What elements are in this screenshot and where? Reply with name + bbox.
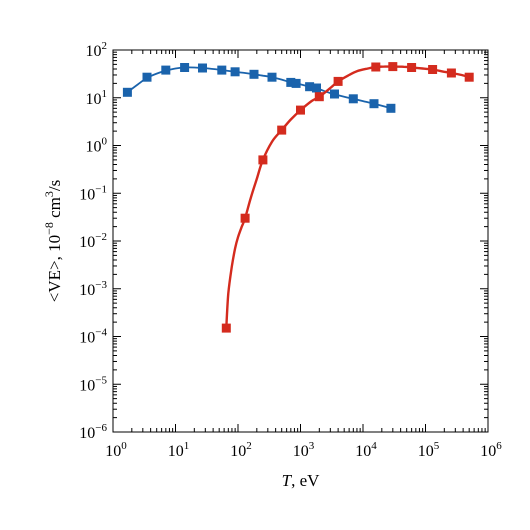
x-tick-label: 105	[418, 440, 440, 460]
x-tick-label: 106	[480, 440, 502, 460]
data-point	[198, 63, 207, 73]
data-point	[296, 105, 305, 115]
data-point	[369, 99, 379, 109]
x-axis-label: T, eV	[282, 471, 321, 490]
data-point	[180, 63, 190, 72]
series-markers	[122, 62, 474, 333]
x-tick-label: 103	[293, 440, 315, 460]
data-point	[371, 62, 381, 72]
data-point	[314, 92, 324, 102]
data-point	[312, 83, 321, 93]
y-axis-label: <VE>, 10−8 cm3/s	[42, 180, 64, 303]
x-tick-label: 100	[105, 440, 127, 460]
data-point	[386, 103, 396, 113]
data-point	[221, 323, 231, 333]
y-tick-label: 102	[86, 40, 108, 60]
x-tick-label: 101	[168, 440, 190, 460]
y-tick-label: 101	[86, 88, 108, 108]
data-point	[122, 87, 132, 97]
y-tick-label: 10−1	[79, 183, 107, 203]
data-point	[277, 125, 287, 135]
y-tick-label: 10−6	[79, 422, 107, 442]
x-tick-label: 102	[230, 440, 252, 460]
y-tick-label: 10−3	[79, 279, 107, 299]
y-tick-label: 10−5	[79, 374, 107, 394]
tick-labels: 100 101 102 103 104 105 106 10−6 10−5 10−4 10−3 10−…	[79, 40, 502, 460]
data-point	[388, 62, 398, 72]
data-point	[240, 213, 250, 223]
data-point	[407, 63, 417, 72]
data-point	[217, 65, 227, 75]
axis-ticks	[112, 49, 489, 433]
x-tick-label: 104	[355, 440, 377, 460]
data-point	[428, 65, 438, 74]
data-point	[333, 76, 343, 86]
data-point	[267, 72, 277, 82]
data-point	[249, 69, 259, 79]
data-point	[464, 72, 474, 82]
y-tick-label: 10−4	[79, 327, 107, 347]
data-point	[142, 72, 152, 82]
y-tick-label: 10−2	[79, 231, 107, 251]
data-point	[230, 67, 240, 77]
data-point	[286, 77, 296, 87]
data-point	[330, 89, 339, 99]
data-point	[348, 94, 358, 104]
data-point	[161, 65, 171, 75]
series-line	[225, 65, 470, 329]
data-point	[258, 155, 268, 165]
data-point	[291, 78, 301, 88]
data-point	[305, 82, 315, 92]
plot-frame	[112, 49, 489, 433]
data-point	[446, 68, 456, 78]
y-tick-label: 100	[86, 136, 108, 156]
